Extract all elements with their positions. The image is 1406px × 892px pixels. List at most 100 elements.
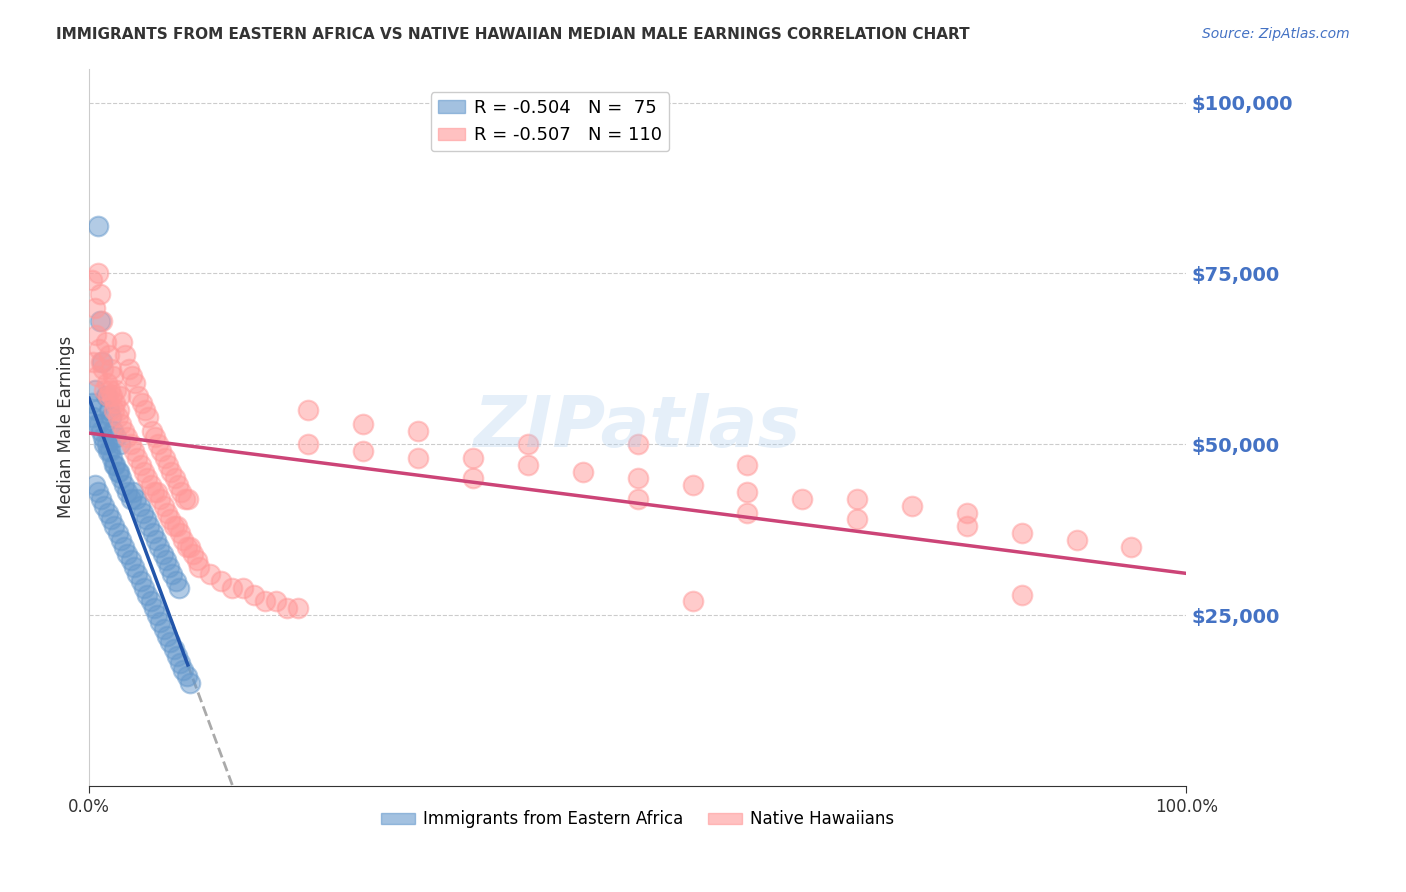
Point [91,362,114,376]
Point [169,526,191,541]
Point [146,607,169,622]
Point [737,485,759,500]
Point [84,403,107,417]
Point [110,533,132,547]
Point [172,663,194,677]
Point [90,424,112,438]
Point [112,424,135,438]
Point [148,540,170,554]
Point [90,355,112,369]
Point [152,547,174,561]
Point [98,383,121,397]
Point [86,368,108,383]
Point [157,458,180,472]
Point [792,491,814,506]
Point [97,506,120,520]
Point [181,547,204,561]
Point [117,430,139,444]
Point [138,519,160,533]
Point [110,417,132,431]
Point [107,409,129,424]
Point [276,601,298,615]
Point [105,383,128,397]
Point [82,273,104,287]
Point [956,506,979,520]
Point [120,491,142,506]
Point [97,348,120,362]
Point [100,512,122,526]
Point [516,458,538,472]
Point [136,471,159,485]
Point [107,403,129,417]
Point [125,491,148,506]
Point [148,437,170,451]
Point [143,430,166,444]
Point [120,553,142,567]
Point [160,465,183,479]
Point [170,485,193,500]
Point [145,533,167,547]
Point [107,465,129,479]
Point [84,327,107,342]
Point [159,512,181,526]
Point [242,587,264,601]
Point [352,417,374,431]
Point [104,396,127,410]
Point [187,560,209,574]
Point [117,547,139,561]
Point [100,409,122,424]
Point [166,648,188,663]
Point [82,409,104,424]
Point [127,450,149,465]
Point [83,383,105,397]
Point [461,450,484,465]
Point [129,458,152,472]
Point [253,594,276,608]
Point [93,499,115,513]
Point [107,465,129,479]
Point [232,581,254,595]
Point [129,574,152,588]
Point [221,581,243,595]
Point [406,450,429,465]
Point [89,287,111,301]
Point [96,376,118,390]
Point [461,471,484,485]
Point [176,540,198,554]
Point [108,389,131,403]
Point [166,519,188,533]
Point [406,424,429,438]
Point [152,622,174,636]
Point [142,526,165,541]
Point [173,491,195,506]
Point [122,560,145,574]
Point [209,574,232,588]
Point [117,485,139,500]
Point [153,450,176,465]
Point [131,396,153,410]
Point [97,389,120,403]
Point [101,450,124,465]
Point [156,506,179,520]
Point [98,444,121,458]
Point [287,601,309,615]
Point [107,526,129,541]
Point [179,540,201,554]
Point [86,417,108,431]
Point [127,567,149,582]
Point [627,491,650,506]
Point [97,403,120,417]
Point [82,355,104,369]
Point [1011,587,1033,601]
Point [682,594,704,608]
Text: Source: ZipAtlas.com: Source: ZipAtlas.com [1202,27,1350,41]
Point [108,437,131,451]
Point [141,424,163,438]
Point [122,444,145,458]
Point [162,567,184,582]
Point [97,444,120,458]
Point [94,389,117,403]
Point [96,437,118,451]
Point [110,471,132,485]
Point [112,478,135,492]
